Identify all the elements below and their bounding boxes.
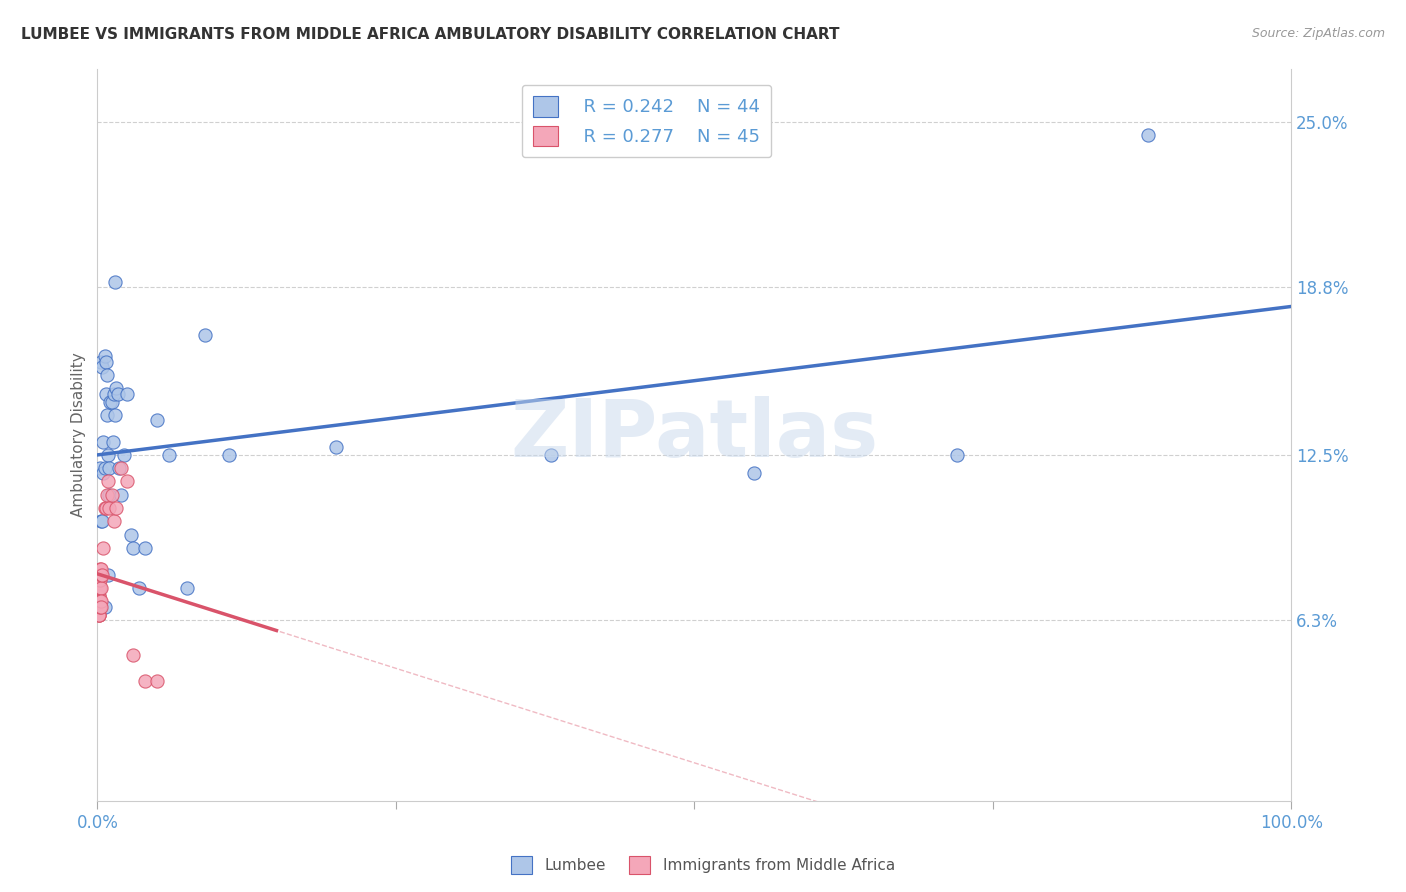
Point [104, 275, 127, 289]
Point [87, 607, 110, 622]
Point [87, 589, 110, 603]
Point [87, 573, 110, 587]
Point [105, 501, 128, 516]
Point [98, 488, 121, 502]
Point [87, 599, 110, 614]
Point [115, 386, 138, 401]
Point [90, 599, 112, 614]
Point [87, 573, 110, 587]
Legend: Lumbee, Immigrants from Middle Africa: Lumbee, Immigrants from Middle Africa [505, 850, 901, 880]
Text: ZIPatlas: ZIPatlas [510, 396, 879, 474]
Point [120, 528, 142, 542]
Point [87, 607, 110, 622]
Point [91, 515, 114, 529]
Point [101, 434, 124, 449]
Point [108, 461, 131, 475]
Point [146, 674, 169, 689]
Point [100, 394, 122, 409]
Point [107, 386, 129, 401]
Point [146, 413, 169, 427]
Point [105, 381, 128, 395]
Point [97, 448, 120, 462]
Text: LUMBEE VS IMMIGRANTS FROM MIDDLE AFRICA AMBULATORY DISABILITY CORRELATION CHART: LUMBEE VS IMMIGRANTS FROM MIDDLE AFRICA … [21, 27, 839, 42]
Point [87, 581, 110, 595]
Point [87, 607, 110, 622]
Point [110, 461, 132, 475]
Point [89, 581, 111, 595]
Point [87, 594, 110, 608]
Point [87, 594, 110, 608]
Point [98, 501, 121, 516]
Point [90, 567, 112, 582]
Point [128, 581, 150, 595]
Point [87, 581, 110, 595]
Point [94, 354, 117, 368]
Point [104, 408, 127, 422]
Point [89, 461, 111, 475]
Point [91, 567, 114, 582]
Point [122, 648, 145, 662]
Point [122, 541, 145, 555]
Point [87, 599, 110, 614]
Point [100, 394, 122, 409]
Point [93, 461, 115, 475]
Point [87, 581, 110, 595]
Point [91, 359, 114, 374]
Point [97, 475, 120, 489]
Point [87, 594, 110, 608]
Point [87, 594, 110, 608]
Point [89, 573, 111, 587]
Point [110, 488, 132, 502]
Point [194, 328, 217, 343]
Point [90, 562, 112, 576]
Point [540, 448, 562, 462]
Point [87, 573, 110, 587]
Point [218, 448, 240, 462]
Point [91, 467, 114, 481]
Point [91, 541, 114, 555]
Point [96, 488, 118, 502]
Point [134, 541, 156, 555]
Point [742, 467, 765, 481]
Point [96, 368, 118, 382]
Point [93, 501, 115, 516]
Point [103, 386, 125, 401]
Point [87, 573, 110, 587]
Point [97, 567, 120, 582]
Point [93, 599, 115, 614]
Point [112, 448, 135, 462]
Point [90, 581, 112, 595]
Point [90, 594, 112, 608]
Point [1137, 128, 1160, 142]
Point [91, 434, 114, 449]
Point [100, 488, 122, 502]
Text: Source: ZipAtlas.com: Source: ZipAtlas.com [1251, 27, 1385, 40]
Point [96, 408, 118, 422]
Point [98, 461, 121, 475]
Point [87, 599, 110, 614]
Point [89, 594, 111, 608]
Point [90, 515, 112, 529]
Point [87, 589, 110, 603]
Point [946, 448, 969, 462]
Point [157, 448, 180, 462]
Legend:   R = 0.242    N = 44,   R = 0.277    N = 45: R = 0.242 N = 44, R = 0.277 N = 45 [522, 85, 772, 157]
Point [94, 501, 117, 516]
Point [94, 386, 117, 401]
Point [89, 562, 111, 576]
Point [87, 581, 110, 595]
Point [115, 475, 138, 489]
Point [89, 599, 111, 614]
Point [325, 440, 347, 454]
Point [176, 581, 198, 595]
Point [134, 674, 156, 689]
Point [90, 354, 112, 368]
Point [103, 515, 125, 529]
Point [93, 349, 115, 363]
Y-axis label: Ambulatory Disability: Ambulatory Disability [72, 352, 86, 517]
